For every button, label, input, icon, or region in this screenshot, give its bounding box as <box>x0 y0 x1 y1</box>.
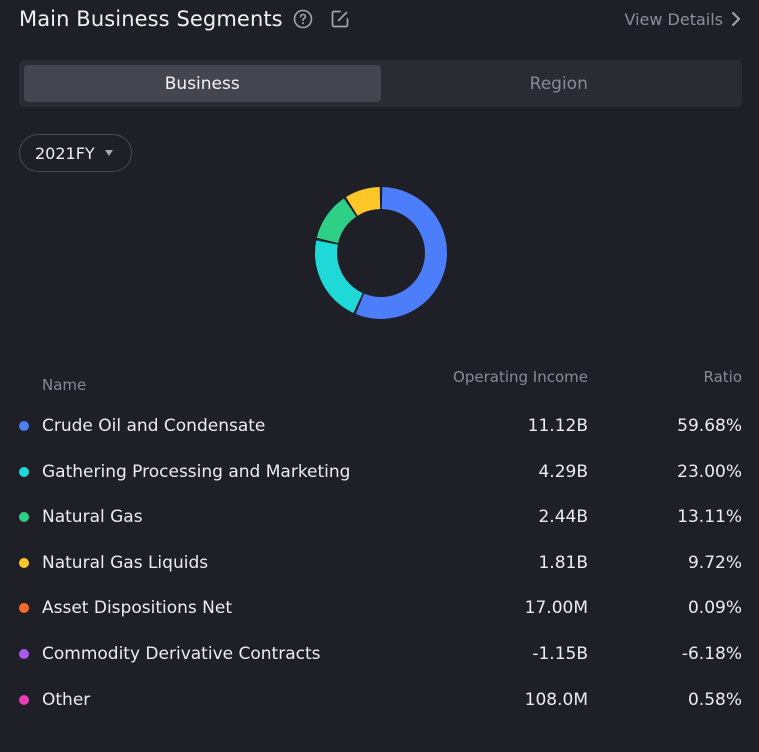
segment-tabs: Business Region <box>19 60 742 107</box>
segment-name: Other <box>42 689 91 710</box>
segment-income: 108.0M <box>524 689 588 710</box>
legend-dot <box>19 557 29 568</box>
period-select[interactable]: 2021FY <box>19 134 132 172</box>
table-row[interactable]: Other 108.0M 0.58% <box>19 678 742 724</box>
segment-ratio: 0.58% <box>687 689 742 710</box>
view-details-label: View Details <box>624 9 723 29</box>
legend-dot <box>19 421 29 431</box>
segments-donut-chart <box>315 187 447 319</box>
segment-name: Natural Gas <box>42 507 143 528</box>
segment-name: Commodity Derivative Contracts <box>42 643 321 664</box>
legend-dot <box>19 648 29 659</box>
segment-ratio: -6.18% <box>681 643 742 664</box>
view-details-link[interactable]: View Details <box>624 10 741 29</box>
segment-income: 1.81B <box>538 552 588 573</box>
table-row[interactable]: Crude Oil and Condensate 11.12B 59.68% <box>19 404 742 450</box>
table-row[interactable]: Natural Gas Liquids 1.81B 9.72% <box>19 541 742 587</box>
donut-slice-gathering-processing-and-marketing[interactable] <box>315 240 363 313</box>
column-header-name: Name <box>42 376 87 394</box>
segment-income: 11.12B <box>527 416 588 436</box>
segment-name: Natural Gas Liquids <box>42 552 209 573</box>
panel-title: Main Business Segments <box>19 7 283 31</box>
segment-income: 4.29B <box>538 461 588 482</box>
column-header-operating-income: Operating Income <box>453 368 588 386</box>
period-value: 2021FY <box>35 143 95 163</box>
table-row[interactable]: Natural Gas 2.44B 13.11% <box>19 495 742 541</box>
table-row[interactable]: Commodity Derivative Contracts -1.15B -6… <box>19 632 742 678</box>
segment-ratio: 13.11% <box>677 507 742 528</box>
column-header-ratio: Ratio <box>703 368 742 386</box>
segment-name: Crude Oil and Condensate <box>42 416 266 436</box>
chevron-right-icon <box>731 11 741 27</box>
segment-ratio: 59.68% <box>677 416 742 436</box>
legend-dot <box>19 694 29 705</box>
donut-slice-crude-oil-and-condensate[interactable] <box>355 187 447 319</box>
donut-slice-natural-gas[interactable] <box>316 198 357 243</box>
legend-dot <box>19 603 29 614</box>
segment-income: 2.44B <box>538 507 588 528</box>
segment-ratio: 9.72% <box>687 552 742 573</box>
caret-down-icon <box>104 150 113 156</box>
segment-ratio: 0.09% <box>687 598 742 619</box>
table-row[interactable]: Gathering Processing and Marketing 4.29B… <box>19 450 742 496</box>
tab-region[interactable]: Region <box>529 73 588 94</box>
segment-income: -1.15B <box>532 643 588 664</box>
table-row[interactable]: Asset Dispositions Net 17.00M 0.09% <box>19 586 742 632</box>
segment-name: Gathering Processing and Marketing <box>42 461 351 482</box>
donut-slice-natural-gas-liquids[interactable] <box>345 187 381 216</box>
panel-header: Main Business Segments View Details <box>19 4 741 34</box>
segments-table: Crude Oil and Condensate 11.12B 59.68% G… <box>19 404 742 723</box>
tab-business[interactable]: Business <box>24 65 381 102</box>
segment-income: 17.00M <box>524 598 588 619</box>
table-header: Name Operating Income Ratio <box>19 364 742 394</box>
legend-dot <box>19 512 29 523</box>
segment-ratio: 23.00% <box>677 461 742 482</box>
edit-icon[interactable] <box>329 8 351 30</box>
question-circle-icon[interactable] <box>293 9 313 29</box>
segment-name: Asset Dispositions Net <box>42 598 232 619</box>
legend-dot <box>19 466 29 477</box>
